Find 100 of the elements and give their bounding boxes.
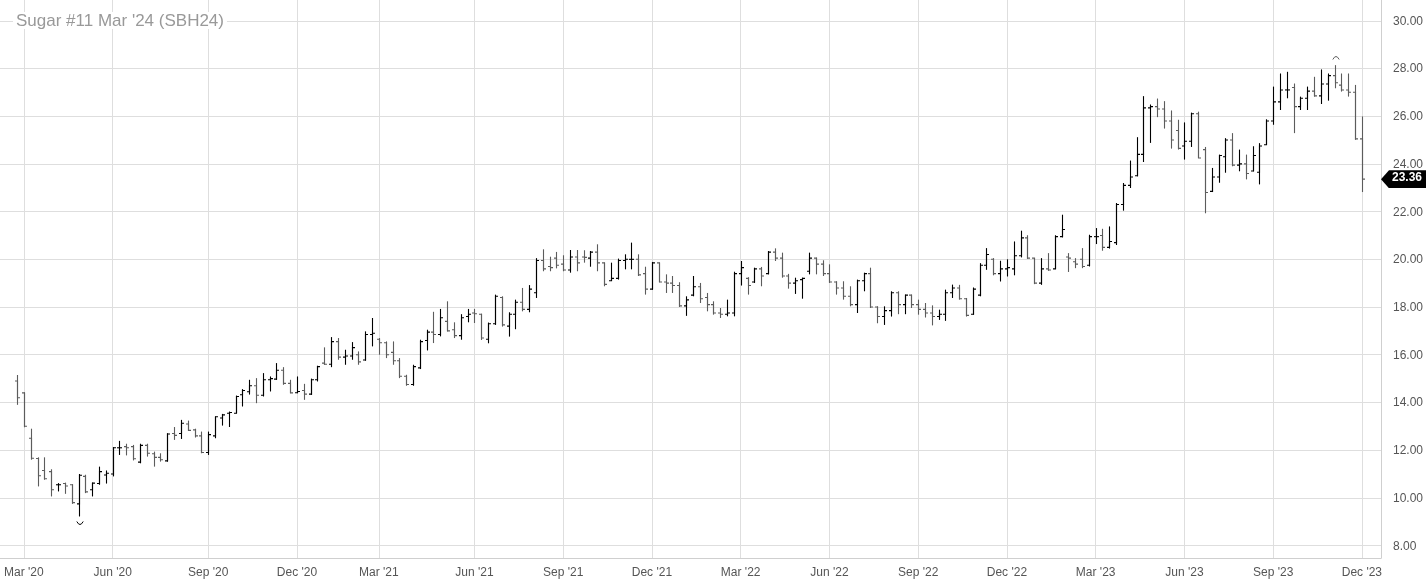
x-tick-label: Jun '20 [93, 565, 133, 579]
candlestick [1188, 112, 1195, 148]
candlestick [1229, 132, 1236, 167]
x-tick-label: Mar '23 [1075, 565, 1116, 579]
candlestick [478, 313, 485, 341]
candlestick [1195, 111, 1202, 159]
y-tick-label: 10.00 [1393, 490, 1424, 505]
y-tick-label: 16.00 [1393, 347, 1424, 362]
candlestick [881, 305, 888, 326]
candlestick [1127, 160, 1134, 189]
candlestick [1161, 100, 1168, 130]
candlestick [615, 258, 622, 281]
y-tick-label: 18.00 [1393, 300, 1424, 315]
candlestick [888, 290, 895, 318]
x-tick-label: Mar '21 [359, 565, 400, 579]
x-tick-label: Sep '21 [543, 565, 584, 579]
x-tick-label: Dec '21 [631, 565, 673, 579]
candlestick [1332, 64, 1339, 89]
candlestick [1311, 76, 1318, 98]
candlestick [1209, 167, 1216, 193]
candlestick [526, 284, 533, 313]
candlestick [14, 374, 21, 406]
candlestick [1120, 182, 1127, 212]
x-tick-label: Sep '23 [1252, 565, 1294, 579]
y-tick-label: 24.00 [1393, 156, 1424, 171]
y-tick-label: 14.00 [1393, 395, 1424, 410]
candlestick [519, 287, 526, 312]
candlestick [1018, 230, 1025, 258]
candlestick [437, 308, 444, 337]
x-tick-label: Mar '22 [720, 565, 761, 579]
candlestick [424, 329, 431, 351]
candlestick [1106, 225, 1113, 250]
candlestick [1181, 121, 1188, 161]
candlestick [929, 304, 936, 326]
x-tick-label: Sep '22 [898, 565, 939, 579]
candlestick [601, 262, 608, 287]
candlestick [1236, 149, 1243, 172]
candlestick [1222, 137, 1229, 174]
x-tick-label: Mar '20 [4, 565, 45, 579]
candlestick [854, 279, 861, 314]
candlestick [1175, 119, 1182, 151]
candlestick [642, 266, 649, 296]
candlestick [676, 281, 683, 308]
candlestick [1270, 86, 1277, 126]
candlestick [635, 253, 642, 277]
candlestick [1202, 146, 1209, 214]
x-tick-label: Jun '23 [1165, 565, 1204, 579]
candlestick [1216, 154, 1223, 184]
candlestick [567, 249, 574, 274]
y-tick-label: 12.00 [1393, 443, 1424, 458]
candlestick [970, 286, 977, 316]
x-tick-label: Dec '23 [1341, 565, 1383, 579]
candlestick [410, 364, 417, 387]
candlestick [76, 473, 83, 518]
candlestick [1168, 109, 1175, 150]
candlestick [444, 300, 451, 332]
candlestick [137, 443, 144, 464]
candlestick [82, 474, 89, 494]
candlestick [1038, 257, 1045, 286]
candlestick [253, 377, 260, 404]
candlestick [594, 243, 601, 272]
candlestick [1065, 252, 1072, 273]
candlestick [1086, 234, 1093, 268]
candlestick [731, 271, 738, 317]
candlestick [458, 313, 465, 341]
candlestick [1277, 72, 1284, 111]
y-tick-label: 26.00 [1393, 109, 1424, 124]
candlestick [540, 248, 547, 272]
y-tick-label: 8.00 [1393, 538, 1417, 553]
candlestick [362, 330, 369, 362]
candlestick [1291, 82, 1298, 134]
candlestick [499, 295, 506, 328]
candlestick [840, 280, 847, 301]
candlestick [997, 260, 1004, 283]
candlestick [1154, 97, 1161, 118]
candlestick [1263, 118, 1270, 146]
candlestick [1284, 71, 1291, 99]
x-tick-label: Jun '21 [455, 565, 494, 579]
candlestick [867, 267, 874, 309]
candlestick [430, 311, 437, 344]
candlestick [1031, 257, 1038, 285]
candlestick [683, 295, 690, 317]
candlestick [48, 468, 55, 497]
candlestick [35, 456, 42, 487]
x-tick-label: Sep '20 [188, 565, 229, 579]
x-tick-label: Dec '22 [986, 565, 1028, 579]
candlestick [260, 372, 267, 398]
candlestick [164, 432, 171, 463]
candlestick [69, 483, 76, 505]
candlestick [656, 262, 663, 283]
candlestick [1325, 72, 1332, 102]
candlestick [417, 339, 424, 370]
candlestick [1250, 145, 1257, 172]
candlestick [1338, 72, 1345, 93]
candlestick [533, 257, 540, 299]
candlestick [1256, 142, 1263, 185]
text: 23.36 [1381, 170, 1427, 189]
x-tick-label: Dec '20 [276, 565, 318, 579]
y-tick-label: 28.00 [1393, 61, 1424, 76]
candlestick [1345, 72, 1352, 98]
